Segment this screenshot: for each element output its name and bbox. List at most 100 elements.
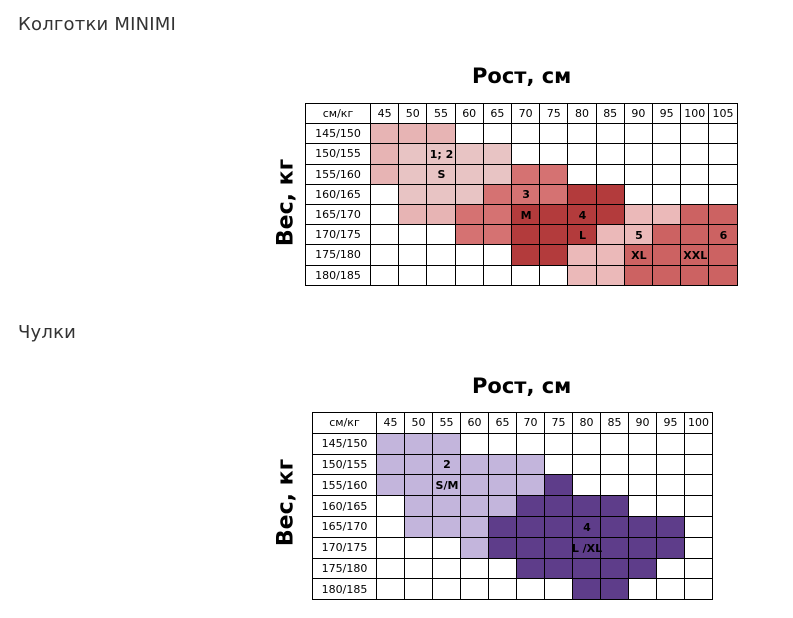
- empty-cell: [545, 433, 573, 455]
- empty-cell: [657, 496, 685, 517]
- size-5-cell: [596, 245, 625, 266]
- empty-cell: [405, 579, 433, 601]
- empty-cell: [685, 558, 713, 580]
- size-2-cell: [399, 184, 428, 205]
- empty-cell: [601, 433, 629, 455]
- size-4-cell: [573, 537, 601, 559]
- empty-cell: [455, 265, 484, 286]
- size-1-cell: [427, 205, 456, 226]
- empty-cell: [377, 579, 405, 601]
- size-4-cell: [517, 517, 545, 538]
- row-header-145/150: 145/150: [313, 433, 377, 455]
- empty-cell: [601, 475, 629, 497]
- size-label: 3: [522, 188, 530, 202]
- empty-cell: [653, 144, 682, 165]
- empty-cell: [512, 144, 541, 165]
- size-6-cell: [709, 245, 738, 266]
- row-header-165/170: 165/170: [306, 205, 371, 226]
- column-header-60: 60: [461, 413, 489, 434]
- empty-cell: [624, 164, 653, 185]
- size-2-cell: [433, 517, 461, 538]
- empty-cell: [629, 454, 657, 476]
- column-header-50: 50: [405, 413, 433, 434]
- empty-cell: [377, 558, 405, 580]
- empty-cell: [433, 558, 461, 580]
- column-header-45: 45: [377, 413, 405, 434]
- empty-cell: [657, 433, 685, 455]
- empty-cell: [685, 496, 713, 517]
- empty-cell: [568, 164, 597, 185]
- column-header-100: 100: [685, 413, 713, 434]
- size-3-cell: [540, 164, 569, 185]
- row-header-150/155: 150/155: [306, 144, 371, 165]
- size-6-cell: [681, 265, 710, 286]
- empty-cell: [657, 475, 685, 497]
- size-4-cell: [517, 496, 545, 517]
- size-label: S: [437, 168, 446, 182]
- size-2-cell: [461, 475, 489, 497]
- size-3-cell: [512, 184, 541, 205]
- size-3-cell: [483, 205, 512, 226]
- size-1-cell: [399, 205, 428, 226]
- empty-cell: [483, 245, 512, 266]
- size-1-cell: [427, 124, 456, 145]
- size-6-cell: [681, 245, 710, 266]
- column-header-80: 80: [573, 413, 601, 434]
- size-4-cell: [629, 537, 657, 559]
- size-3-cell: [540, 184, 569, 205]
- empty-cell: [399, 225, 428, 246]
- row-header-160/165: 160/165: [313, 496, 377, 517]
- empty-cell: [489, 433, 517, 455]
- size-2-cell: [433, 454, 461, 476]
- empty-cell: [681, 184, 710, 205]
- column-header-50: 50: [399, 104, 428, 125]
- empty-cell: [545, 454, 573, 476]
- empty-cell: [629, 433, 657, 455]
- column-header-55: 55: [427, 104, 456, 125]
- size-6-cell: [653, 225, 682, 246]
- size-1-cell: [371, 164, 400, 185]
- row-header-145/150: 145/150: [306, 124, 371, 145]
- size-4-cell: [601, 517, 629, 538]
- size-2-cell: [489, 475, 517, 497]
- size-3-cell: [483, 184, 512, 205]
- empty-cell: [371, 184, 400, 205]
- corner-cell: см/кг: [313, 413, 377, 434]
- row-header-155/160: 155/160: [313, 475, 377, 497]
- size-2-cell: [399, 144, 428, 165]
- size-2-cell: [427, 184, 456, 205]
- size-1-cell: [399, 124, 428, 145]
- size-2-cell: [483, 164, 512, 185]
- size-3-cell: [512, 164, 541, 185]
- empty-cell: [685, 475, 713, 497]
- empty-cell: [377, 496, 405, 517]
- size-4-cell: [568, 225, 597, 246]
- empty-cell: [517, 433, 545, 455]
- size-4-cell: [489, 537, 517, 559]
- empty-cell: [681, 144, 710, 165]
- empty-cell: [596, 164, 625, 185]
- size-4-cell: [540, 245, 569, 266]
- size-5-cell: [653, 205, 682, 226]
- size-2-cell: [517, 454, 545, 476]
- size-4-cell: [545, 475, 573, 497]
- empty-cell: [517, 579, 545, 601]
- empty-cell: [568, 124, 597, 145]
- size-label: 2: [443, 458, 451, 472]
- size-2-cell: [427, 164, 456, 185]
- tights-y-axis-label: Вес, кг: [273, 158, 299, 247]
- size-6-cell: [681, 225, 710, 246]
- empty-cell: [377, 517, 405, 538]
- row-header-160/165: 160/165: [306, 184, 371, 205]
- column-header-80: 80: [568, 104, 597, 125]
- empty-cell: [433, 579, 461, 601]
- size-4-cell: [657, 537, 685, 559]
- tights-x-axis-label: Рост, см: [472, 64, 572, 88]
- size-6-cell: [624, 245, 653, 266]
- size-2-cell: [455, 164, 484, 185]
- column-header-45: 45: [371, 104, 400, 125]
- size-2-cell: [489, 496, 517, 517]
- column-header-75: 75: [540, 104, 569, 125]
- empty-cell: [540, 124, 569, 145]
- empty-cell: [709, 124, 738, 145]
